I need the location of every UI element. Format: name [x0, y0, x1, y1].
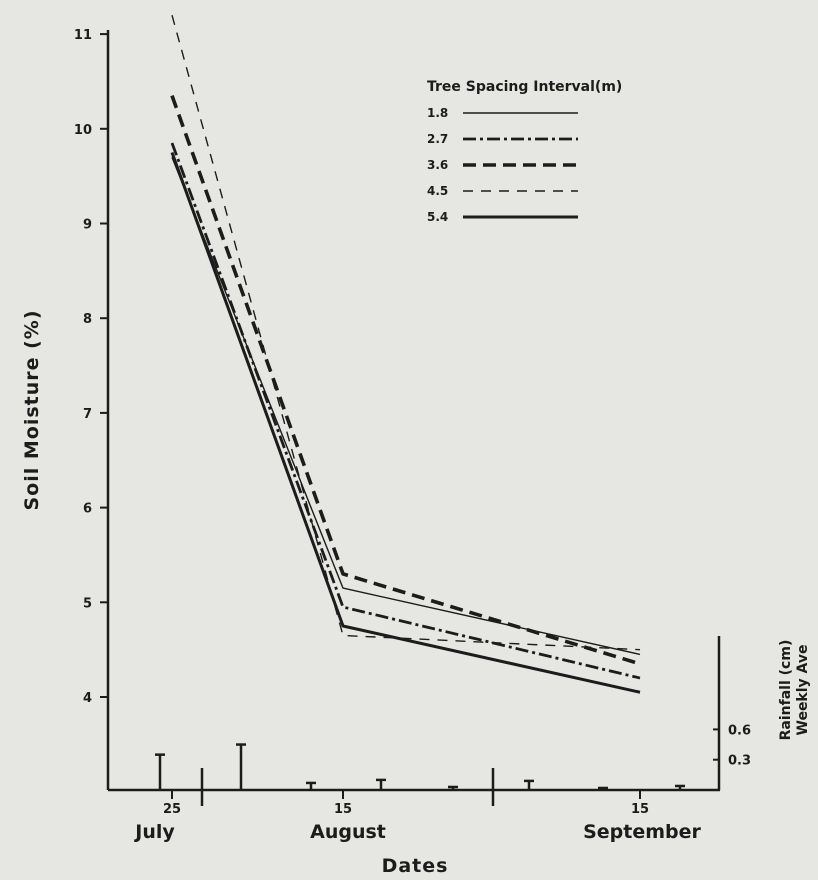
y-axis-title: Soil Moisture (%): [21, 309, 43, 510]
rainfall-axis-title-line2: Weekly Ave: [795, 645, 811, 736]
x-ticks: 25 15 15: [163, 768, 649, 817]
y-tick-label: 4: [83, 691, 92, 706]
series-line-1.8: [171, 156, 641, 656]
y-tick-label: 5: [83, 596, 92, 611]
x-tick-label: 25: [163, 802, 181, 817]
axes: [106, 30, 721, 792]
rainfall-bars: [155, 743, 685, 790]
legend-label: 2.7: [427, 132, 448, 146]
x-tick-label: 15: [334, 802, 352, 817]
legend: Tree Spacing Interval(m) 1.8 2.7 3.6 4.5 5.4: [427, 79, 622, 224]
rainfall-tick-label: 0.6: [728, 723, 751, 738]
month-label-august: August: [310, 821, 386, 843]
y-tick-label: 6: [83, 502, 92, 517]
y-tick-label: 8: [83, 312, 92, 327]
rainfall-axis-title-line1: Rainfall (cm): [778, 640, 794, 741]
legend-label: 3.6: [427, 158, 448, 172]
legend-label: 4.5: [427, 184, 448, 198]
rainfall-axis-title: Rainfall (cm) Weekly Ave: [778, 640, 811, 741]
month-labels: July August September: [133, 821, 701, 843]
legend-label: 1.8: [427, 106, 448, 120]
y-tick-label: 10: [74, 123, 92, 138]
series-line-3.6: [170, 95, 641, 666]
series-line-5.4: [170, 151, 641, 694]
rainfall-ticks: 0.3 0.6: [713, 723, 751, 769]
rainfall-tick-label: 0.3: [728, 754, 751, 769]
month-label-september: September: [583, 821, 701, 843]
month-label-july: July: [133, 821, 175, 843]
legend-title: Tree Spacing Interval(m): [427, 79, 622, 95]
y-tick-label: 9: [83, 218, 92, 233]
y-tick-label: 7: [83, 407, 92, 422]
series-line-2.7: [170, 142, 641, 680]
y-ticks: 4 5 6 7 8 9 10 11: [74, 28, 108, 706]
y-tick-label: 11: [74, 28, 92, 43]
x-axis-title: Dates: [382, 855, 449, 877]
series-lines: [170, 14, 641, 694]
x-tick-label: 15: [631, 802, 649, 817]
legend-label: 5.4: [427, 210, 448, 224]
